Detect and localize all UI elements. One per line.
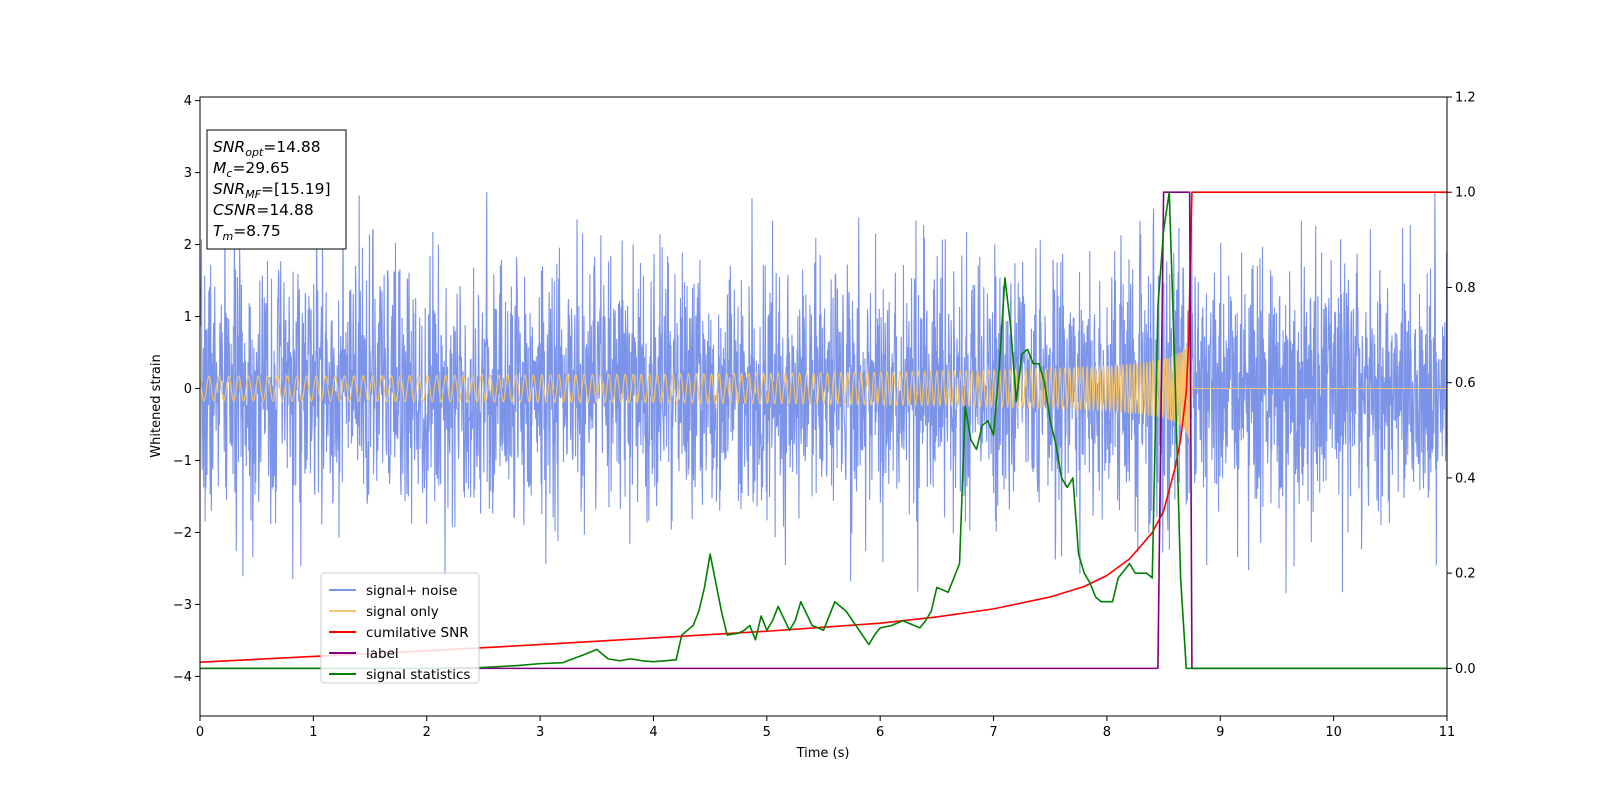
- series-cumulative-snr-line: [200, 191, 1447, 663]
- y-tick-label-right: 0.2: [1455, 567, 1476, 582]
- x-tick-label: 10: [1325, 725, 1342, 740]
- y-tick-label-left: 1: [184, 310, 192, 325]
- y-tick-label-right: 0.6: [1455, 376, 1476, 391]
- annotation-line: SNRMF=[15.19]: [213, 180, 331, 201]
- legend-label: label: [366, 646, 399, 662]
- x-tick-label: 8: [1103, 725, 1111, 740]
- x-tick-label: 4: [649, 725, 657, 740]
- x-tick-label: 6: [876, 725, 884, 740]
- annotation-line: Tm=8.75: [213, 222, 281, 243]
- y-axis-right: 0.0 0.2 0.4 0.6 0.8 1.0 1.2: [1447, 91, 1476, 677]
- y-tick-label-right: 1.2: [1455, 91, 1476, 106]
- y-axis-left: −4 −3 −2 −1 0 1 2 3 4: [173, 94, 200, 685]
- x-tick-label: 5: [763, 725, 771, 740]
- y-tick-label-left: 2: [184, 238, 192, 253]
- y-tick-label-left: −4: [173, 670, 192, 685]
- legend-label: cumilative SNR: [366, 625, 469, 641]
- x-tick-label: 9: [1216, 725, 1224, 740]
- y-tick-label-right: 0.0: [1455, 662, 1476, 677]
- legend: signal+ noise signal only cumilative SNR la…: [320, 572, 480, 684]
- series-signal-only-line: [200, 339, 1447, 445]
- legend-label: signal+ noise: [366, 583, 457, 599]
- legend-label: signal statistics: [366, 667, 470, 683]
- x-tick-label: 2: [423, 725, 431, 740]
- x-tick-label: 3: [536, 725, 544, 740]
- annotation-line: CSNR=14.88: [213, 201, 314, 219]
- series-layer: [200, 184, 1447, 670]
- y-tick-label-left: −2: [173, 526, 192, 541]
- plot-frame: [199, 96, 1448, 717]
- annotation-line: SNRopt=14.88: [213, 138, 321, 159]
- y-tick-label-right: 1.0: [1455, 186, 1476, 201]
- x-tick-label: 0: [196, 725, 204, 740]
- series-signal-noise-line: [200, 184, 1447, 594]
- y-tick-label-left: 4: [184, 94, 192, 109]
- y-tick-label-right: 0.4: [1455, 471, 1476, 486]
- annotation-box: SNRopt=14.88Mc=29.65SNRMF=[15.19]CSNR=14…: [206, 129, 347, 250]
- x-tick-label: 7: [989, 725, 997, 740]
- y-tick-label-left: 3: [184, 166, 192, 181]
- y-tick-label-left: −3: [173, 598, 192, 613]
- y-tick-label-left: 0: [184, 382, 192, 397]
- legend-label: signal only: [366, 604, 439, 620]
- x-tick-label: 1: [309, 725, 317, 740]
- y-axis-label: Whitened strain: [149, 354, 164, 457]
- x-axis: 0 1 2 3 4 5 6 7 8 9 10 11: [196, 716, 1455, 740]
- y-tick-label-left: −1: [173, 454, 192, 469]
- x-axis-label: Time (s): [796, 746, 850, 761]
- annotation-line: Mc=29.65: [213, 159, 290, 180]
- y-tick-label-right: 0.8: [1455, 281, 1476, 296]
- x-tick-label: 11: [1439, 725, 1456, 740]
- series-signal-statistics-line: [200, 191, 1447, 670]
